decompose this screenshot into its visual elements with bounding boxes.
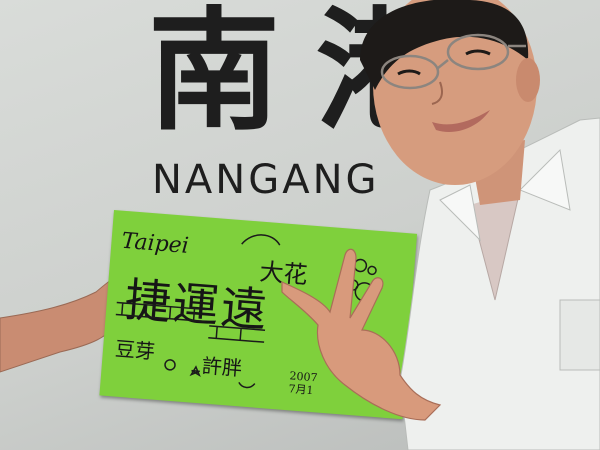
peace-sign-hand [281,248,442,421]
glasses [380,33,526,90]
hair [360,0,529,90]
station-name-english: NANGANG [152,157,380,203]
